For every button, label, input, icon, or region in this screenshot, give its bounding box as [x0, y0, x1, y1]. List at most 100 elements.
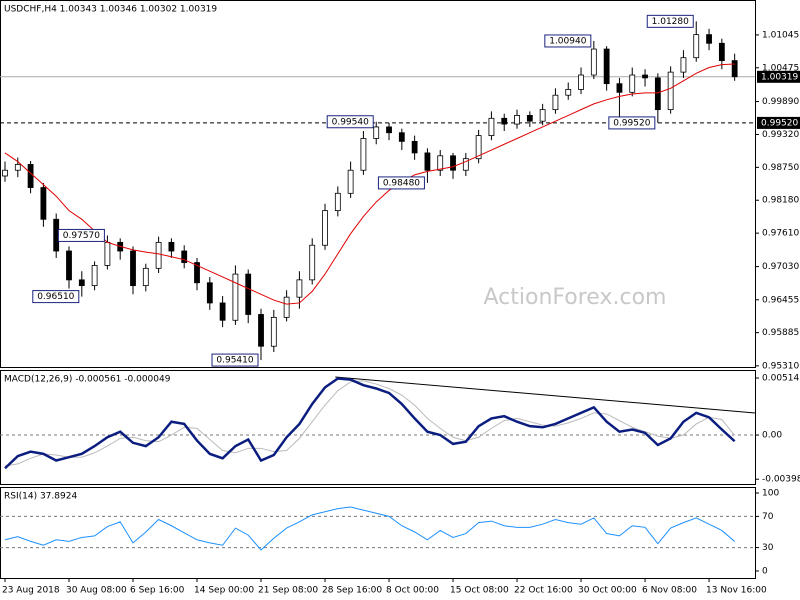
panel-frame — [0, 370, 756, 485]
candle-body — [14, 164, 21, 171]
price-label: 1.00319 — [761, 72, 798, 82]
annotation-box — [32, 290, 80, 304]
x-tick-label: 23 Aug 2018 — [2, 586, 60, 596]
candle-body — [91, 265, 98, 287]
candle-body — [603, 48, 610, 85]
candle-body — [373, 126, 380, 139]
candle-body — [104, 241, 111, 266]
candle-body — [283, 296, 290, 318]
price-label: 0.99520 — [761, 118, 798, 128]
candle-body — [590, 48, 597, 76]
candle-body — [142, 267, 149, 287]
annotation-box — [211, 353, 259, 367]
x-tick-label: 13 Nov 16:00 — [706, 586, 767, 596]
annotation-box — [544, 34, 592, 48]
candle-body — [334, 192, 341, 212]
annotation-label: 0.97570 — [63, 231, 100, 241]
candle-body — [693, 34, 700, 59]
candle-body — [155, 241, 162, 269]
trendline — [335, 376, 756, 414]
indicator-line — [4, 377, 736, 470]
panel-frame — [0, 487, 756, 579]
candle-body — [181, 250, 188, 263]
y-tick-label: 0.97610 — [762, 229, 799, 239]
candle-body — [386, 126, 392, 134]
y-tick-label: 0.98750 — [762, 163, 799, 173]
y-tick-label: 70 — [762, 512, 774, 522]
candle-body — [706, 34, 712, 44]
y-tick-label: 1.00475 — [762, 63, 799, 73]
candle-body — [488, 117, 495, 137]
x-tick-label: 6 Sep 16:00 — [130, 586, 185, 596]
y-tick-label: 0.99320 — [762, 130, 799, 140]
x-tick-label: 21 Sep 08:00 — [258, 586, 318, 596]
candle-body — [322, 210, 328, 246]
candle-body — [232, 273, 239, 321]
candle-body — [539, 109, 546, 122]
annotation-label: 0.96510 — [37, 292, 74, 302]
moving-average — [4, 63, 735, 305]
candle-body — [680, 57, 687, 73]
y-tick-label: 1.01045 — [762, 30, 799, 40]
x-tick-label: 28 Sep 16:00 — [322, 586, 382, 596]
x-tick-label: 15 Oct 08:00 — [450, 586, 509, 596]
candle-body — [718, 42, 725, 61]
y-tick-label: 0.005145 — [762, 374, 800, 384]
candle-body — [552, 94, 559, 111]
candle-body — [27, 164, 34, 188]
candle-body — [450, 155, 456, 171]
candle-body — [616, 83, 623, 93]
candle-body — [66, 250, 72, 281]
candle-body — [424, 152, 431, 171]
candle-body — [578, 74, 584, 90]
annotation-box — [326, 115, 374, 129]
candle-body — [78, 279, 85, 287]
candle-body — [501, 117, 508, 125]
candle-body — [270, 316, 277, 347]
watermark: ActionForex.com — [484, 285, 667, 310]
candle-body — [654, 77, 661, 111]
annotation-label: 0.99540 — [332, 117, 369, 127]
candle-body — [245, 273, 252, 315]
annotation-label: 1.00940 — [549, 36, 586, 46]
candle-body — [296, 279, 303, 298]
y-tick-label: 0.95310 — [762, 361, 799, 371]
candle-body — [360, 138, 367, 171]
y-tick-label: 0.96455 — [762, 295, 799, 305]
candle-body — [411, 140, 418, 154]
annotation-box — [646, 14, 694, 28]
candle-body — [642, 74, 648, 79]
x-tick-label: 6 Nov 08:00 — [642, 586, 697, 596]
candle-body — [629, 74, 636, 93]
y-tick-label: 30 — [762, 543, 774, 553]
candle-body — [309, 244, 316, 281]
annotation-box — [608, 116, 656, 130]
x-tick-label: 22 Oct 16:00 — [514, 586, 573, 596]
candle-body — [219, 302, 226, 321]
y-tick-label: 0.95885 — [762, 328, 799, 338]
annotation-label: 0.99520 — [613, 118, 650, 128]
candle-body — [40, 187, 47, 220]
candle-body — [514, 115, 520, 125]
indicator-line — [4, 380, 736, 467]
indicator-line — [4, 506, 735, 551]
panel-frame — [0, 0, 756, 368]
candle-body — [437, 155, 444, 171]
annotation-label: 0.98480 — [383, 178, 420, 188]
candle-body — [526, 115, 533, 122]
panel-title: USDCHF,H4 1.00343 1.00346 1.00302 1.0031… — [4, 5, 217, 15]
candle-body — [194, 262, 200, 284]
candle-body — [347, 169, 354, 194]
x-tick-label: 14 Sep 00:00 — [194, 586, 254, 596]
candle-body — [206, 282, 213, 304]
price-label-box — [757, 70, 800, 83]
panel-title: MACD(12,26,9) -0.000561 -0.000049 — [4, 375, 171, 385]
panel-title: RSI(14) 37.8924 — [4, 492, 77, 502]
candle-body — [475, 135, 482, 160]
y-tick-label: 0.97030 — [762, 262, 799, 272]
candle-body — [667, 71, 674, 111]
candle-body — [168, 241, 175, 252]
candle-body — [130, 250, 136, 287]
